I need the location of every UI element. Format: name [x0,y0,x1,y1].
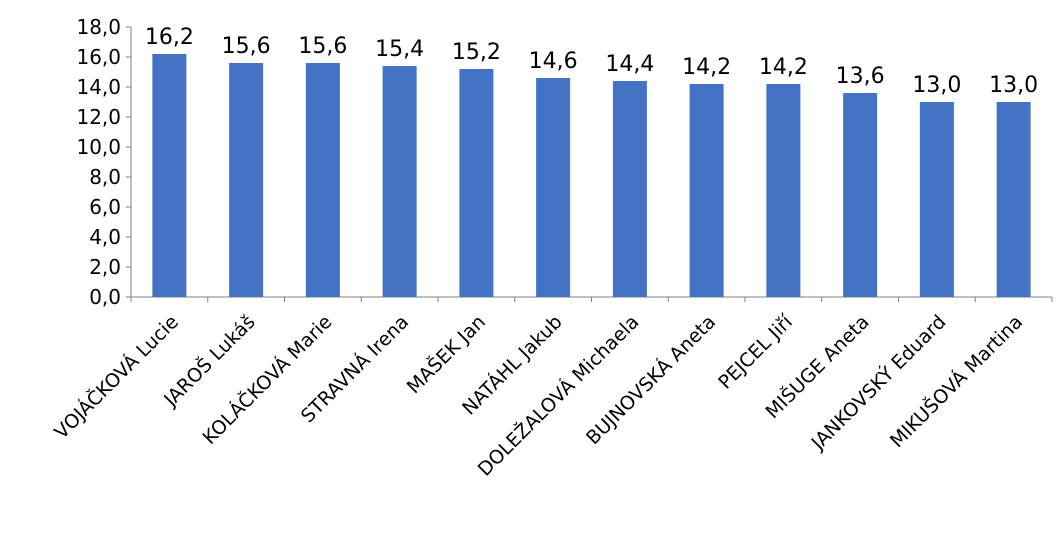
category-label: KOLÁČKOVÁ Marie [197,310,336,449]
y-tick-label: 16,0 [76,45,121,69]
data-label: 14,4 [605,52,654,77]
category-label: JANKOVSKÝ Eduard [806,310,950,454]
bar [843,93,878,297]
data-label: 14,2 [759,55,808,80]
category-label: PEJCEL Jiří [714,310,797,393]
data-label: 13,6 [836,64,885,89]
data-label: 15,2 [452,40,501,65]
bar [689,84,724,297]
bar [305,63,340,297]
category-label: VOJÁČKOVÁ Lucie [49,310,183,444]
data-label: 15,4 [375,37,424,62]
y-tick-label: 6,0 [89,195,121,219]
bar [536,78,571,297]
bar [459,69,494,297]
y-tick-label: 0,0 [89,285,121,309]
bar [152,54,187,297]
bar [766,84,801,297]
y-tick-label: 2,0 [89,255,121,279]
bar [229,63,264,297]
category-label: DOLEŽALOVÁ Michaela [473,310,643,480]
bar [382,66,417,297]
bar [612,81,647,297]
data-label: 15,6 [298,34,347,59]
bar [996,102,1031,297]
category-label: MIKUŠOVÁ Martina [885,310,1028,453]
data-label: 14,2 [682,55,731,80]
y-tick-label: 4,0 [89,225,121,249]
data-label: 13,0 [989,73,1038,98]
data-label: 16,2 [145,25,194,50]
y-tick-label: 10,0 [76,135,121,159]
y-tick-label: 8,0 [89,165,121,189]
category-label: BUJNOVSKÁ Aneta [581,310,720,449]
y-tick-label: 14,0 [76,75,121,99]
data-label: 15,6 [222,34,271,59]
data-label: 14,6 [529,49,578,74]
data-label: 13,0 [912,73,961,98]
bar [919,102,954,297]
y-tick-label: 12,0 [76,105,121,129]
y-tick-label: 18,0 [76,15,121,39]
